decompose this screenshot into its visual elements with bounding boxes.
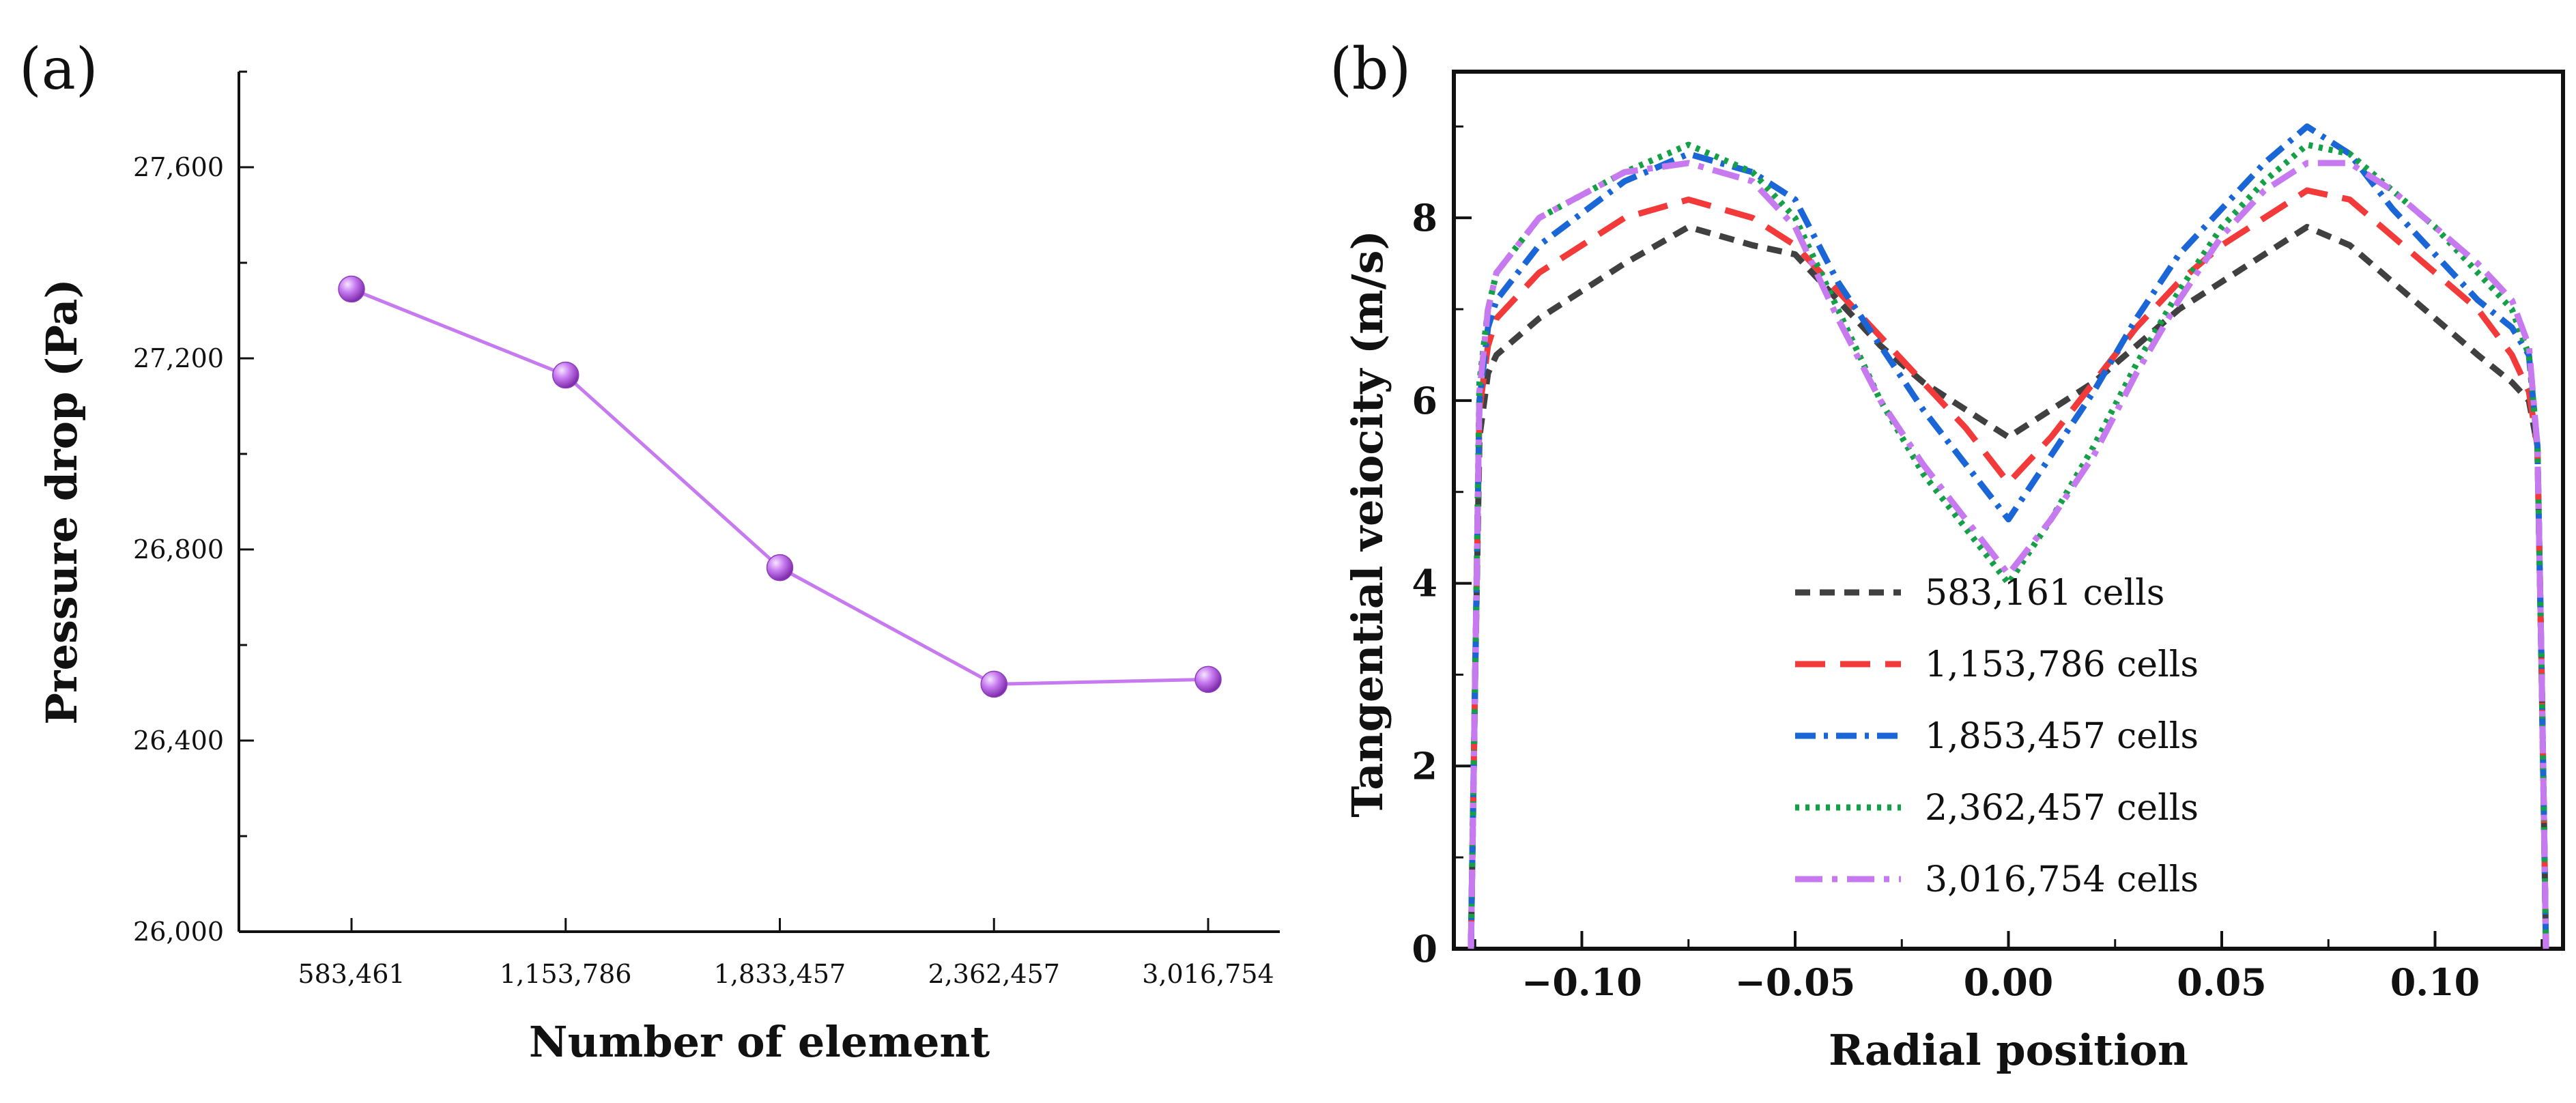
panel-a-label: (a) — [19, 35, 98, 102]
panel-b-series-line — [1468, 123, 2549, 949]
panel-a-y-tick-label: 27,200 — [133, 343, 224, 373]
panel-b-series-line — [1468, 160, 2549, 949]
panel-a-y-tick-label: 27,600 — [133, 152, 224, 182]
panel-a-data-point — [980, 670, 1007, 698]
panel-b-x-tick-label: 0.10 — [2390, 960, 2480, 1004]
panel-a-x-tick-label: 1,153,786 — [500, 959, 631, 989]
panel-a-x-tick-label: 2,362,457 — [928, 959, 1060, 989]
panel-b-series-line — [1468, 187, 2549, 949]
panel-b-legend-label: 3,016,754 cells — [1925, 859, 2199, 900]
panel-b-y-tick-label: 4 — [1412, 562, 1437, 605]
panel-b-ticks: −0.10 −0.05 0.00 0.05 0.10 0 2 4 6 8 — [1412, 125, 2543, 1004]
panel-b-legend-label: 2,362,457 cells — [1925, 788, 2199, 829]
panel-a: (a) 26,000 26,400 26,800 27,200 27,600 583,46… — [19, 35, 1280, 1067]
panel-b-label: (b) — [1330, 35, 1411, 102]
panel-b-legend-label: 1,853,457 cells — [1925, 716, 2199, 757]
panel-a-series-line — [351, 287, 1209, 686]
panel-a-x-tick-label: 1,833,457 — [714, 959, 846, 989]
panel-b-legend-label: 583,161 cells — [1925, 573, 2164, 614]
panel-b-x-tick-label: −0.05 — [1735, 960, 1856, 1004]
panel-a-data-point — [552, 361, 579, 389]
panel-a-y-axis-title: Pressure drop (Pa) — [37, 278, 87, 724]
panel-b-y-tick-label: 0 — [1412, 927, 1437, 971]
panel-a-x-tick-label: 3,016,754 — [1142, 959, 1274, 989]
panel-b-y-axis-title: Tangential veiocity (m/s) — [1343, 230, 1392, 818]
panel-a-y-tick-label: 26,800 — [133, 534, 224, 564]
panel-b-x-tick-label: 0.05 — [2177, 960, 2267, 1004]
panel-b-series-line — [1468, 224, 2549, 949]
panel-a-series — [338, 275, 1222, 698]
panel-b-y-tick-label: 8 — [1412, 196, 1437, 240]
panel-b-x-tick-label: −0.10 — [1521, 960, 1642, 1004]
panel-a-data-point — [1194, 665, 1222, 693]
panel-a-ticks: 26,000 26,400 26,800 27,200 27,600 583,461 1,1… — [133, 70, 1274, 989]
panel-a-y-tick-label: 26,000 — [133, 917, 224, 947]
panel-a-y-tick-label: 26,400 — [133, 726, 224, 756]
panel-a-data-point — [338, 275, 365, 303]
panel-b-legend-label: 1,153,786 cells — [1925, 644, 2199, 685]
panel-a-data-point — [766, 554, 794, 582]
panel-b-x-tick-label: 0.00 — [1964, 960, 2054, 1004]
panel-b-x-axis-title: Radial position — [1829, 1025, 2188, 1075]
panel-a-x-tick-label: 583,461 — [298, 959, 405, 989]
panel-b-legend: 583,161 cells 1,153,786 cells 1,853,457 ce… — [1795, 573, 2199, 900]
panel-a-axes — [238, 72, 1280, 933]
panel-b: (b) −0.10 −0.05 0.00 0.05 0.10 0 2 4 6 8 583,161 … — [1330, 35, 2565, 1075]
panel-b-series — [1468, 123, 2549, 949]
panel-a-x-axis-title: Number of element — [529, 1017, 990, 1067]
panel-b-y-tick-label: 2 — [1412, 744, 1437, 788]
panel-b-y-tick-label: 6 — [1412, 379, 1437, 422]
